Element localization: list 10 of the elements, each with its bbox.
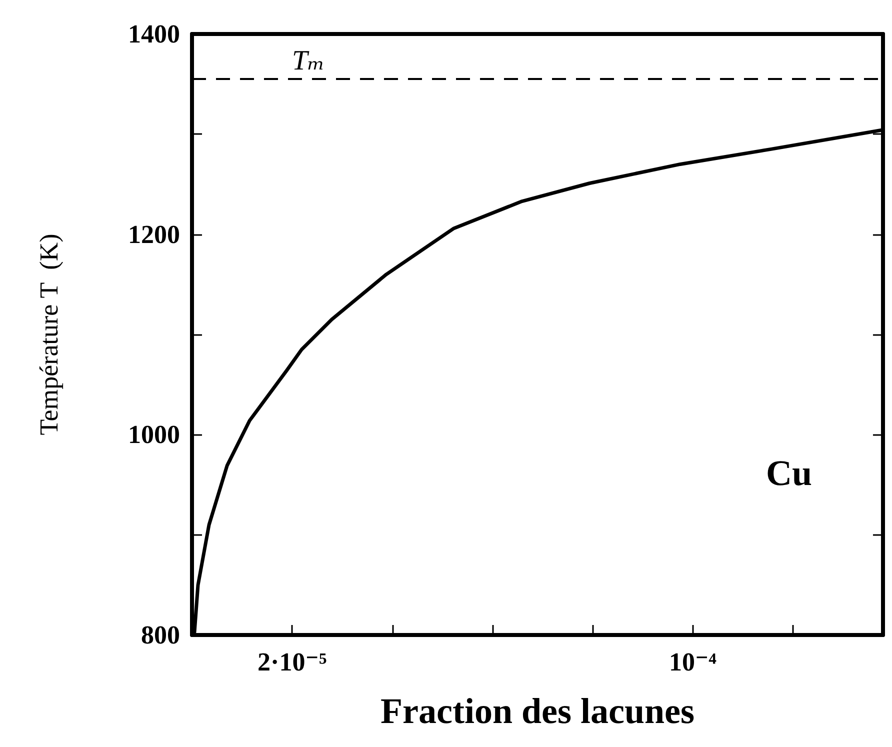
y-axis-title: Température T (K)	[34, 234, 64, 436]
annotation: Cu	[766, 453, 812, 493]
x-axis-title: Fraction des lacunes	[380, 691, 694, 731]
y-tick-label: 1400	[128, 20, 180, 48]
x-tick-label: 2·10⁻⁵	[258, 648, 327, 676]
y-tick-label: 1200	[128, 220, 180, 249]
x-tick-label: 10⁻⁴	[668, 648, 717, 676]
ref-line-label: Tₘ	[292, 46, 325, 77]
y-tick-label: 1000	[128, 420, 180, 450]
y-tick-label: 800	[141, 620, 180, 650]
